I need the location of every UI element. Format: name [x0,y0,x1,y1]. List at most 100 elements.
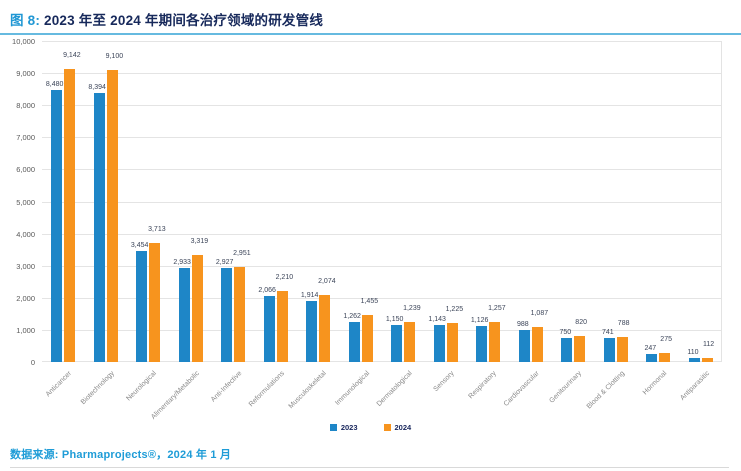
x-tick-label-reformulations: Reformulations [247,370,286,409]
gridline [42,201,721,203]
x-tick-label-dermatological: Dermatological [375,370,414,408]
data-source-note: 数据来源: Pharmaprojects®，2024 年 1 月 [10,449,232,461]
bar-2023-biotechnology [93,92,105,362]
gridline [42,169,721,171]
bar-2024-musculoskeletal [319,295,331,362]
value-label-2024-genitourinary: 820 [575,318,587,326]
value-label-2024-immunological: 1,455 [360,298,379,306]
value-label-2023-neurological: 3,454 [130,242,149,250]
value-label-2023-anti-infective: 2,927 [215,259,234,267]
value-label-2023-musculoskeletal: 1,914 [300,291,319,299]
value-label-2024-cardiovascular: 1,087 [530,310,549,318]
bar-2024-genitourinary [574,335,586,362]
bar-2024-sensory [446,322,458,362]
y-tick-label: 7,000 [16,133,35,143]
legend-item-2024: 2024 [383,423,412,432]
gridline [42,137,721,139]
legend-swatch-2023 [329,424,337,431]
legend-swatch-2024 [383,424,391,431]
x-tick-label-hormonal: Hormonal [641,370,669,397]
figure-title-text: 2023 年至 2024 年期间各治疗领域的研发管线 [44,13,324,28]
bar-2024-immunological [361,315,373,362]
bar-2023-dermatological [391,325,403,362]
value-label-2023-cardiovascular: 988 [517,321,529,329]
gridline [42,297,721,299]
gridline [42,41,721,42]
bar-2023-anticancer [51,89,63,362]
bar-2023-anti-infective [221,268,233,362]
value-label-2023-blood-clotting: 741 [602,329,614,337]
bar-2023-genitourinary [561,337,573,362]
bar-2024-cardiovascular [531,327,543,362]
y-tick-label: 5,000 [16,197,35,207]
bar-2023-immunological [348,321,360,362]
gridline [42,265,721,267]
legend-label-2024: 2024 [394,423,412,432]
x-tick-label-immunological: Immunological [333,370,371,407]
value-label-2023-reformulations: 2,066 [258,286,276,294]
bar-2024-biotechnology [106,69,118,362]
gridline [42,105,721,107]
bar-2024-neurological [149,242,161,362]
value-label-2023-alimentary-metabolic: 2,933 [173,258,191,266]
y-tick-label: 3,000 [16,261,35,271]
bar-chart-plot: 8,480 9,142 8,394 9,100 3,454 3,713 2,933 3,319… [42,41,722,362]
y-tick-label: 1,000 [16,325,35,335]
y-tick-label: 8,000 [16,101,35,111]
bar-2023-musculoskeletal [306,300,318,362]
y-tick-label: 10,000 [12,37,35,46]
bar-2024-antiparasitic [701,358,713,362]
bar-2023-hormonal [646,354,658,362]
value-label-2024-blood-clotting: 788 [617,319,630,327]
gridline [42,329,721,331]
value-label-2023-hormonal: 247 [644,345,657,353]
value-label-2024-anticancer: 9,142 [63,51,81,59]
gridline [42,233,721,235]
value-label-2023-immunological: 1,262 [343,312,361,320]
value-label-2024-reformulations: 2,210 [275,274,294,282]
x-tick-label-genitourinary: Genitourinary [548,370,584,405]
legend-item-2023: 2023 [329,423,358,432]
value-label-2023-biotechnology: 8,394 [88,83,106,91]
y-tick-label: 2,000 [16,293,35,303]
bar-2024-respiratory [489,321,501,362]
x-tick-label-antiparasitic: Antiparasitic [678,370,711,402]
x-tick-label-anti-infective: Anti-Infective [209,370,244,404]
x-tick-label-sensory: Sensory [432,370,456,394]
gridline [42,73,721,75]
bar-2023-reformulations [263,295,275,362]
bar-2023-blood-clotting [603,338,615,362]
bar-2024-alimentary-metabolic [191,255,203,362]
bar-2024-anti-infective [234,267,246,362]
value-label-2024-biotechnology: 9,100 [105,52,124,60]
value-label-2023-antiparasitic: 110 [687,349,699,357]
title-divider [0,33,741,35]
x-axis-labels: Anticancer Biotechnology Neurological Alime… [42,365,722,423]
value-label-2024-antiparasitic: 112 [703,341,715,349]
value-label-2024-anti-infective: 2,951 [233,250,251,258]
y-axis-labels: 0 1,000 2,000 3,000 4,000 5,000 6,000 7,000 8,00… [0,37,37,367]
bar-2024-reformulations [276,291,288,362]
x-tick-label-cardiovascular: Cardiovascular [502,370,541,408]
y-tick-label: 6,000 [16,165,35,175]
bar-2023-sensory [433,325,445,362]
value-label-2024-hormonal: 275 [660,336,672,344]
y-tick-label: 9,000 [16,69,35,79]
value-label-2024-musculoskeletal: 2,074 [318,278,336,286]
value-label-2023-genitourinary: 750 [559,328,572,336]
bar-2024-anticancer [64,68,76,362]
bar-2023-neurological [136,251,148,362]
value-label-2024-sensory: 1,225 [445,305,464,313]
x-tick-label-biotechnology: Biotechnology [79,370,116,407]
bar-2023-alimentary-metabolic [178,267,190,362]
value-label-2023-respiratory: 1,126 [470,316,489,324]
value-label-2024-alimentary-metabolic: 3,319 [190,238,209,246]
bar-2023-cardiovascular [518,330,530,362]
value-label-2024-dermatological: 1,239 [403,305,421,313]
x-tick-label-alimentary-metabolic: Alimentary/Metabolic [149,370,201,421]
value-label-2024-neurological: 3,713 [148,225,166,233]
y-tick-label: 4,000 [16,229,35,239]
bar-2023-antiparasitic [688,358,700,362]
chart-legend: 2023 2024 [0,423,741,432]
